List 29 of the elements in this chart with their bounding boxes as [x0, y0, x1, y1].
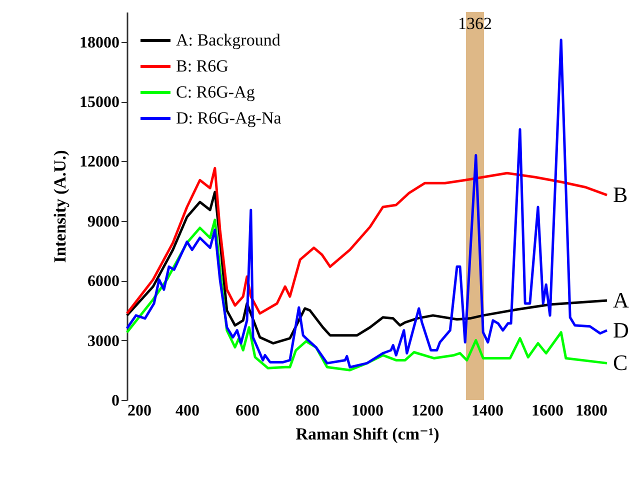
y-tick-label: 9000: [88, 213, 120, 230]
band-label: 1362: [458, 14, 492, 33]
x-tick-label: 600: [236, 402, 260, 420]
text: A: [613, 288, 629, 313]
y-tick-label: 12000: [80, 154, 120, 171]
legend-label: C: R6G-Ag: [176, 82, 256, 102]
text: C: [613, 350, 628, 376]
y-tick-label: 15000: [80, 94, 120, 112]
y-tick-label: 0: [112, 392, 120, 410]
x-tick-label: 1200: [412, 402, 444, 420]
x-tick-label: 800: [296, 402, 320, 420]
x-axis-title: Raman Shift (cm⁻¹): [296, 424, 440, 444]
x-tick-label: 1600: [532, 402, 564, 420]
y-tick-label: 6000: [88, 273, 120, 290]
x-tick-label: 1000: [352, 402, 384, 420]
line-series: [126, 190, 608, 345]
y-tick-label: 3000: [88, 332, 120, 350]
text: B: [613, 182, 628, 208]
y-tick-label: 18000: [80, 34, 120, 52]
x-tick-label: 1800: [576, 402, 608, 420]
legend-label: A: Background: [176, 30, 281, 50]
legend-label: D: R6G-Ag-Na: [176, 108, 282, 128]
x-tick-label: 1400: [472, 402, 504, 420]
line-series: [126, 166, 608, 315]
x-tick-label: 200: [128, 402, 152, 420]
legend-label: B: R6G: [176, 56, 228, 76]
x-tick-label: 400: [176, 402, 200, 420]
y-axis-title: Intensity (A.U.): [50, 150, 70, 263]
text: D: [613, 317, 629, 342]
